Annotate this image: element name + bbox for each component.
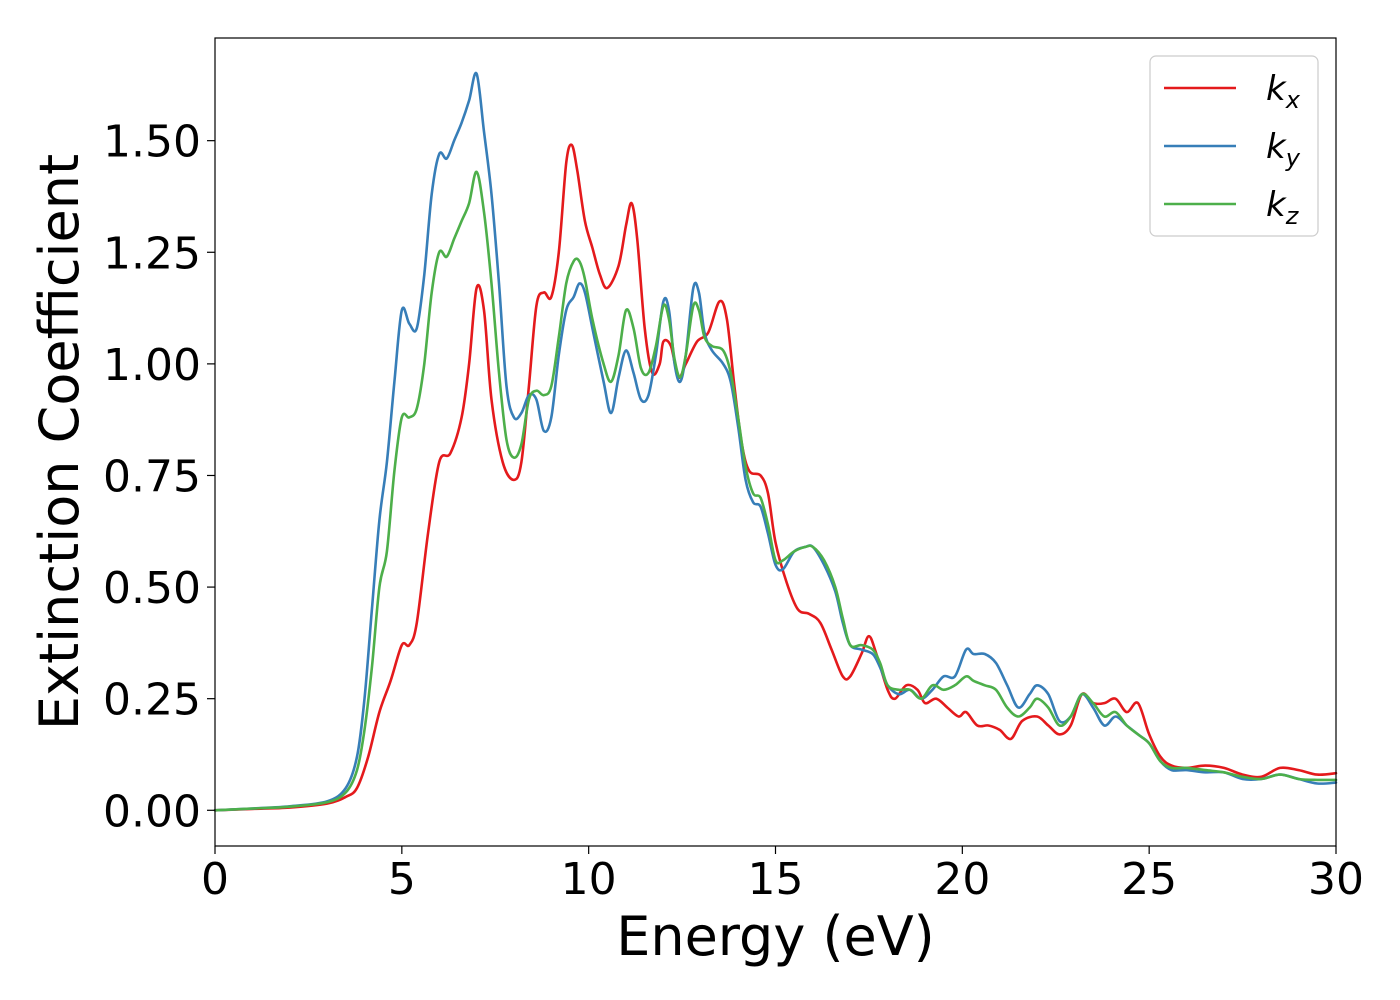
- series-layer: [213, 71, 1338, 812]
- x-tick-label: 20: [934, 854, 990, 905]
- legend-label-kx: kx: [1266, 69, 1301, 114]
- x-tick-label: 0: [201, 854, 229, 905]
- x-axis-label: Energy (eV): [616, 905, 935, 968]
- series-line-kx: [213, 143, 1338, 812]
- x-tick-label: 5: [388, 854, 416, 905]
- y-tick-label: 0.75: [103, 451, 201, 502]
- y-axis-ticks: 0.00 0.25 0.50 0.75 1.00 1.25 1.50: [103, 117, 215, 837]
- y-tick-label: 1.50: [103, 117, 201, 168]
- y-tick-label: 1.00: [103, 340, 201, 391]
- series-line-kz: [213, 170, 1338, 812]
- y-tick-label: 0.00: [103, 786, 201, 837]
- y-axis-label: Extinction Coefficient: [28, 154, 91, 730]
- y-tick-label: 1.25: [103, 228, 201, 279]
- x-tick-label: 30: [1308, 854, 1364, 905]
- x-axis-ticks: 0 5 10 15 20 25 30: [201, 846, 1364, 905]
- x-tick-label: 10: [561, 854, 617, 905]
- x-tick-label: 25: [1121, 854, 1177, 905]
- x-tick-label: 15: [748, 854, 804, 905]
- legend: kx ky kz: [1149, 55, 1319, 237]
- legend-label-kz: kz: [1266, 185, 1300, 230]
- y-tick-label: 0.25: [103, 675, 201, 726]
- legend-label-ky: ky: [1266, 127, 1301, 172]
- y-tick-label: 0.50: [103, 563, 201, 614]
